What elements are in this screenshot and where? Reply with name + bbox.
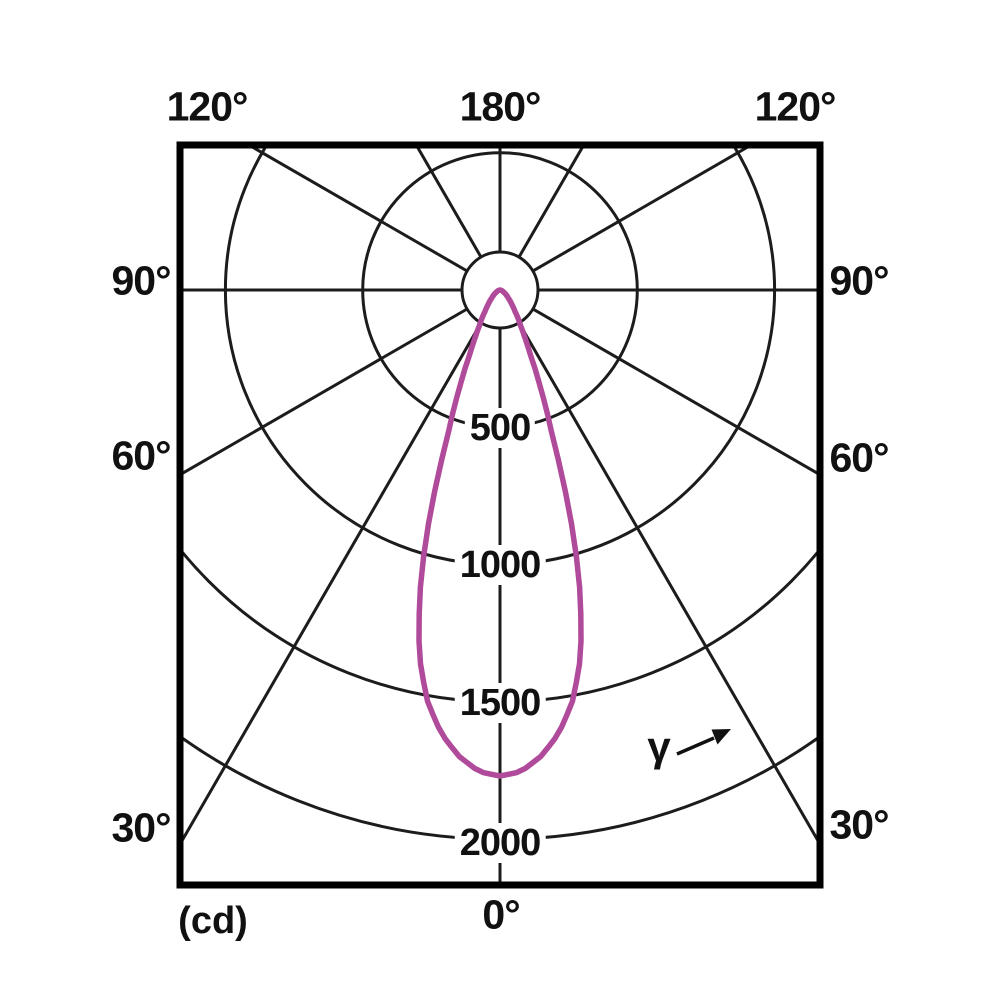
polar-grid-ray: [183, 288, 501, 475]
intensity-curve: [416, 287, 584, 779]
angle-label-left-60: 60°: [111, 432, 171, 479]
ring-label-1000: 1000: [454, 545, 546, 585]
gamma-arrow: [676, 729, 731, 756]
polar-grid-ray: [251, 148, 501, 292]
angle-label-left-30: 30°: [111, 804, 171, 851]
polar-grid-ray: [499, 148, 749, 292]
ring-label-2000: 2000: [454, 823, 546, 863]
gamma-label: γ: [647, 723, 671, 770]
polar-grid-ray: [498, 289, 817, 843]
polar-grid-ray: [499, 288, 817, 475]
angle-label-top-left: 120°: [166, 83, 249, 130]
diagram-frame: [176, 141, 824, 889]
ring-label-500: 500: [464, 408, 536, 448]
polar-grid-ray: [416, 148, 502, 291]
gamma-arrowhead: [711, 729, 731, 745]
unit-label-cd: (cd): [178, 900, 248, 942]
angle-label-right-30: 30°: [829, 801, 889, 848]
ring-label-1500: 1500: [454, 683, 546, 723]
gamma-arrow-line: [676, 736, 715, 756]
angle-label-right-90: 90°: [829, 257, 889, 304]
angle-label-top-right: 120°: [754, 83, 837, 130]
angle-label-left-90: 90°: [111, 257, 171, 304]
polar-grid-ray: [498, 148, 584, 291]
angle-label-bottom: 0°: [482, 891, 520, 938]
angle-label-right-60: 60°: [829, 434, 889, 481]
angle-label-top-center: 180°: [459, 83, 542, 130]
polar-grid-ray: [183, 289, 502, 843]
